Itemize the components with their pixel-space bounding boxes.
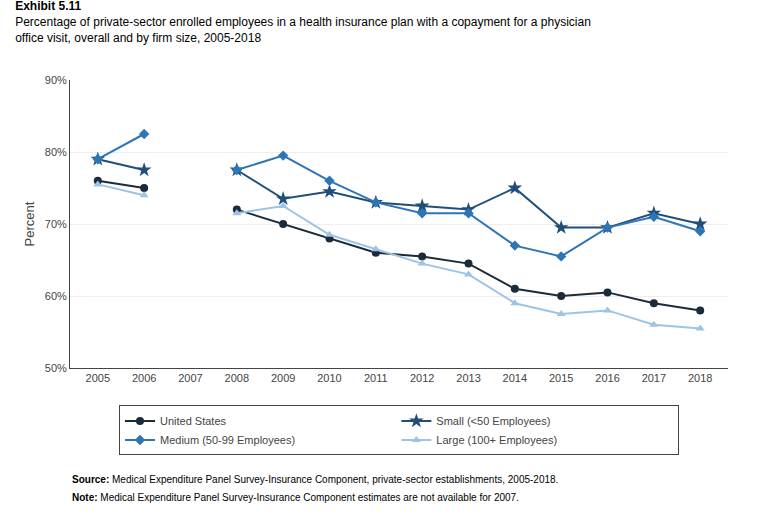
svg-text:2013: 2013 — [456, 372, 480, 384]
svg-text:2014: 2014 — [503, 372, 527, 384]
svg-text:2006: 2006 — [132, 372, 156, 384]
svg-text:Medium (50-99 Employees): Medium (50-99 Employees) — [160, 434, 295, 446]
svg-text:2017: 2017 — [642, 372, 666, 384]
svg-text:90%: 90% — [45, 74, 67, 86]
svg-text:Percent: Percent — [22, 201, 37, 246]
svg-text:2016: 2016 — [595, 372, 619, 384]
svg-text:Source: Medical Expenditure Pa: Source: Medical Expenditure Panel Survey… — [72, 474, 558, 485]
svg-text:Large (100+ Employees): Large (100+ Employees) — [436, 434, 557, 446]
svg-text:United States: United States — [160, 415, 227, 427]
svg-text:2015: 2015 — [549, 372, 573, 384]
svg-text:70%: 70% — [45, 218, 67, 230]
svg-text:80%: 80% — [45, 146, 67, 158]
svg-text:50%: 50% — [45, 362, 67, 374]
svg-text:60%: 60% — [45, 290, 67, 302]
svg-text:Exhibit 5.11Percentage of priv: Exhibit 5.11Percentage of private-sector… — [15, 0, 591, 45]
svg-text:2008: 2008 — [225, 372, 249, 384]
svg-text:2007: 2007 — [178, 372, 202, 384]
svg-text:2009: 2009 — [271, 372, 295, 384]
svg-text:Note: Medical Expenditure Pane: Note: Medical Expenditure Panel Survey-I… — [72, 492, 519, 503]
svg-text:2005: 2005 — [86, 372, 110, 384]
svg-text:2010: 2010 — [317, 372, 341, 384]
svg-text:Small (<50 Employees): Small (<50 Employees) — [436, 415, 550, 427]
svg-text:2012: 2012 — [410, 372, 434, 384]
svg-text:2018: 2018 — [688, 372, 712, 384]
svg-text:2011: 2011 — [364, 372, 388, 384]
